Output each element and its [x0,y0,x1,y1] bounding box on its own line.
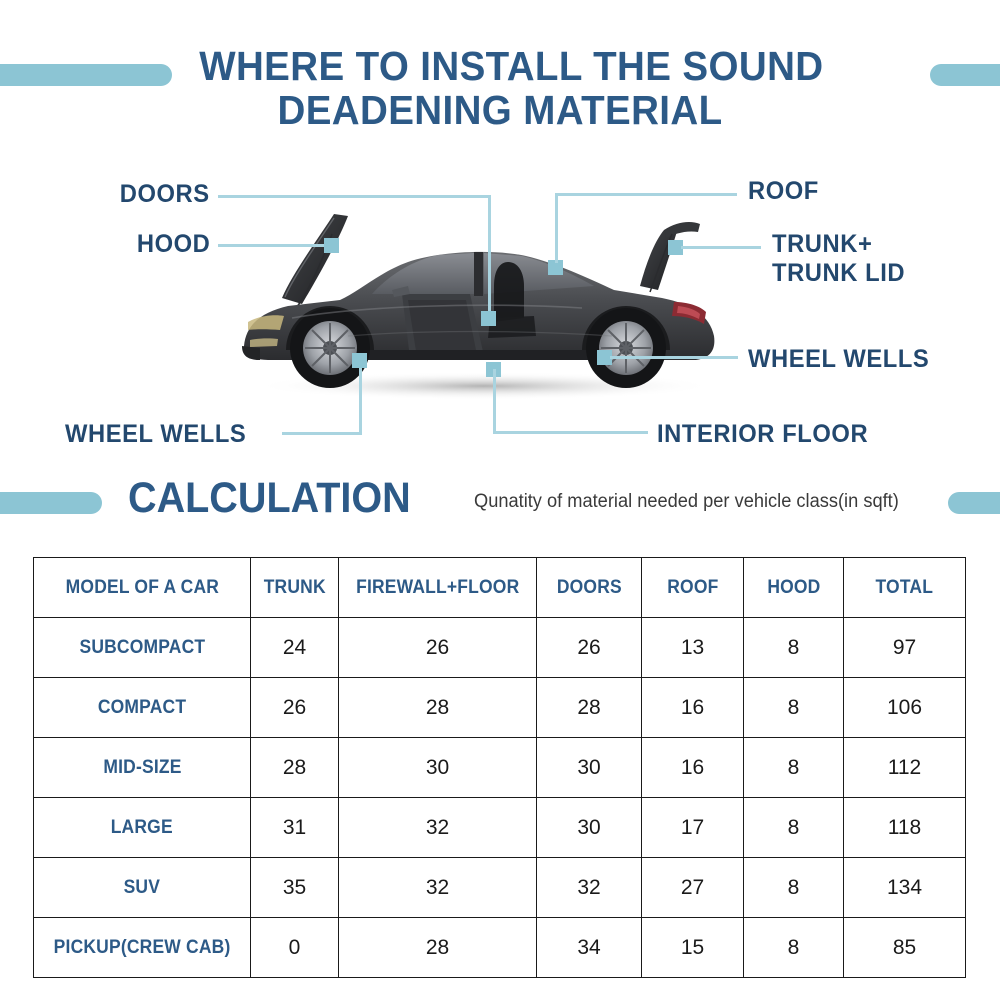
table-cell-hood: 8 [743,677,844,738]
table-cell-roof: 16 [641,677,744,738]
anchor-point-trunk [668,240,683,255]
leader-line-roof-vertical [555,193,558,263]
table-cell-firewall-floor: 30 [338,737,537,798]
leader-line-doors-vertical [488,195,491,313]
calculation-title: CALCULATION [128,474,411,522]
callout-label-interior-floor: INTERIOR FLOOR [657,420,869,448]
table-cell-roof: 13 [641,617,744,678]
leader-line-roof-horizontal [555,193,737,196]
title-decor-bar-left [0,64,172,86]
table-cell-firewall-floor: 26 [338,617,537,678]
page-title: WHERE TO INSTALL THE SOUND DEADENING MAT… [0,44,1000,132]
table-cell-doors: 26 [536,617,642,678]
table-cell-firewall-floor: 32 [338,857,537,918]
table-header-row: MODEL OF A CAR TRUNK FIREWALL+FLOOR DOOR… [33,557,966,618]
anchor-point-doors [481,311,496,326]
anchor-point-roof [548,260,563,275]
table-row: PICKUP(CREW CAB) 0 28 34 15 8 85 [33,917,966,978]
table-row: COMPACT 26 28 28 16 8 106 [33,677,966,738]
table-row: SUV 35 32 32 27 8 134 [33,857,966,918]
calculation-table-container: MODEL OF A CAR TRUNK FIREWALL+FLOOR DOOR… [33,557,966,978]
page-title-line-2: DEADENING MATERIAL [277,87,723,133]
column-header-hood: HOOD [743,557,844,618]
title-decor-bar-right [930,64,1000,86]
car-side-profile-illustration [242,214,715,400]
table-cell-doors: 32 [536,857,642,918]
table-cell-trunk: 24 [250,617,339,678]
table-cell-roof: 16 [641,737,744,798]
table-cell-hood: 8 [743,917,844,978]
leader-line-wheel-wells-left-vertical [359,360,362,434]
table-cell-model: LARGE [33,797,251,858]
anchor-point-wheel-wells-right [597,350,612,365]
table-cell-doors: 30 [536,797,642,858]
calculation-decor-bar-right [948,492,1000,514]
table-cell-trunk: 0 [250,917,339,978]
leader-line-trunk-horizontal [681,246,761,249]
callout-label-trunk: TRUNK+ TRUNK LID [772,230,905,288]
anchor-point-hood [324,238,339,253]
table-cell-model: MID-SIZE [33,737,251,798]
table-row: SUBCOMPACT 24 26 26 13 8 97 [33,617,966,678]
table-cell-doors: 30 [536,737,642,798]
callout-label-wheel-wells-left: WHEEL WELLS [65,420,247,448]
table-cell-firewall-floor: 32 [338,797,537,858]
callout-label-doors: DOORS [120,180,210,208]
table-row: MID-SIZE 28 30 30 16 8 112 [33,737,966,798]
calculation-header: CALCULATION Qunatity of material needed … [0,474,1000,528]
leader-line-wheel-wells-right-horizontal [610,356,738,359]
calculation-subtitle: Qunatity of material needed per vehicle … [474,491,899,512]
column-header-trunk: TRUNK [250,557,339,618]
table-cell-trunk: 28 [250,737,339,798]
calculation-table: MODEL OF A CAR TRUNK FIREWALL+FLOOR DOOR… [33,557,966,978]
callout-label-trunk-line-2: TRUNK LID [772,259,906,287]
page-title-line-1: WHERE TO INSTALL THE SOUND [199,43,824,89]
table-cell-total: 97 [843,617,966,678]
table-cell-trunk: 35 [250,857,339,918]
column-header-total: TOTAL [843,557,966,618]
table-cell-model: SUBCOMPACT [33,617,251,678]
table-row: LARGE 31 32 30 17 8 118 [33,797,966,858]
callout-label-roof: ROOF [748,177,819,205]
table-cell-hood: 8 [743,737,844,798]
car-diagram: DOORS HOOD WHEEL WELLS ROOF TRUNK+ TRUNK… [0,160,1000,470]
table-cell-roof: 27 [641,857,744,918]
leader-line-doors-horizontal [218,195,491,198]
table-cell-trunk: 31 [250,797,339,858]
callout-label-trunk-line-1: TRUNK+ [772,230,873,258]
column-header-firewall-floor: FIREWALL+FLOOR [338,557,537,618]
table-cell-model: PICKUP(CREW CAB) [33,917,251,978]
leader-line-interior-floor-vertical [493,369,496,433]
table-cell-total: 106 [843,677,966,738]
callout-label-wheel-wells-right: WHEEL WELLS [748,345,930,373]
anchor-point-wheel-wells-left [352,353,367,368]
table-cell-model: COMPACT [33,677,251,738]
table-cell-firewall-floor: 28 [338,917,537,978]
calculation-decor-bar-left [0,492,102,514]
table-cell-trunk: 26 [250,677,339,738]
table-cell-total: 85 [843,917,966,978]
column-header-doors: DOORS [536,557,642,618]
callout-label-hood: HOOD [136,230,210,258]
column-header-roof: ROOF [641,557,744,618]
table-cell-model: SUV [33,857,251,918]
leader-line-interior-floor-horizontal [493,431,648,434]
leader-line-wheel-wells-left-horizontal [282,432,362,435]
table-cell-hood: 8 [743,857,844,918]
table-cell-total: 134 [843,857,966,918]
leader-line-hood-horizontal [218,244,326,247]
table-cell-total: 118 [843,797,966,858]
table-cell-doors: 34 [536,917,642,978]
table-cell-hood: 8 [743,797,844,858]
table-cell-firewall-floor: 28 [338,677,537,738]
table-cell-hood: 8 [743,617,844,678]
table-cell-total: 112 [843,737,966,798]
table-cell-doors: 28 [536,677,642,738]
column-header-model: MODEL OF A CAR [33,557,251,618]
table-cell-roof: 17 [641,797,744,858]
table-cell-roof: 15 [641,917,744,978]
